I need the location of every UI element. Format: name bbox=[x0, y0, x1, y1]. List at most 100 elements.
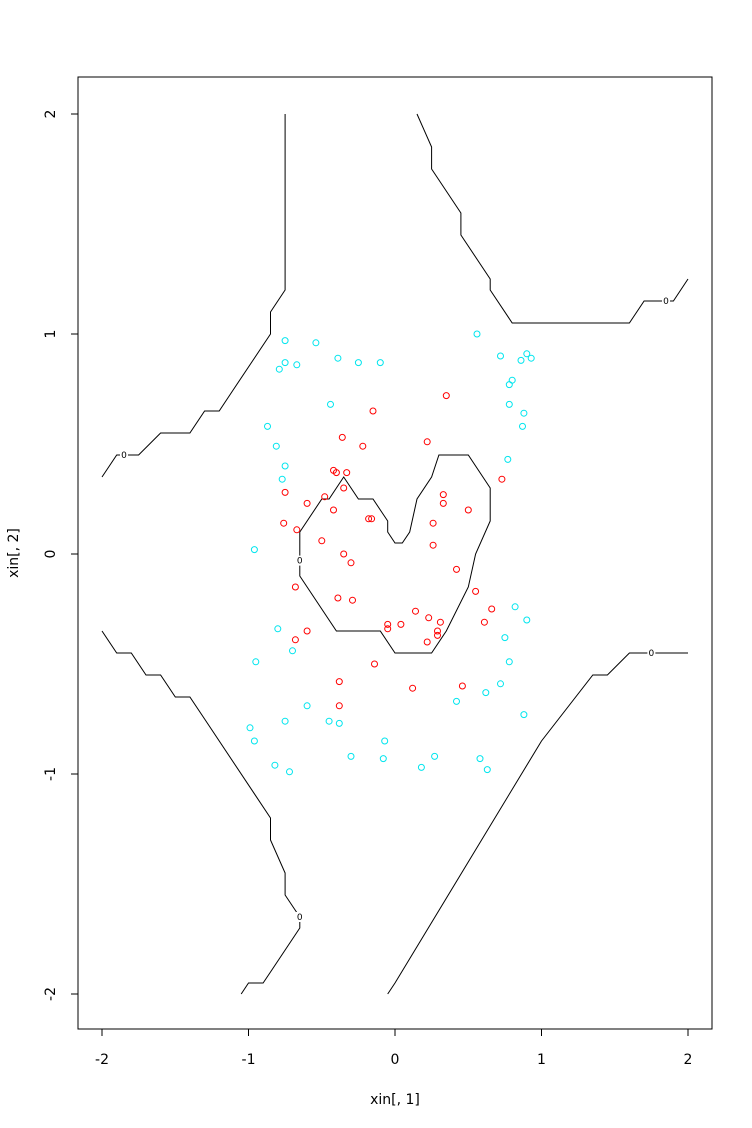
contour-label-bg bbox=[295, 912, 304, 922]
data-point bbox=[434, 627, 441, 635]
contour-label-bg bbox=[662, 296, 671, 306]
data-point bbox=[250, 546, 258, 554]
data-point bbox=[519, 422, 526, 430]
data-point bbox=[281, 488, 289, 496]
data-point bbox=[429, 541, 437, 549]
data-point bbox=[425, 614, 433, 622]
data-point bbox=[436, 618, 444, 626]
data-point bbox=[327, 400, 334, 408]
contour-label-bg bbox=[119, 450, 128, 460]
data-point bbox=[497, 680, 504, 688]
data-point bbox=[291, 636, 299, 644]
x-tick-label: 2 bbox=[684, 1052, 693, 1068]
data-point bbox=[520, 409, 528, 417]
data-point bbox=[303, 702, 311, 710]
data-point bbox=[505, 400, 513, 408]
data-point bbox=[365, 515, 373, 523]
data-point bbox=[312, 339, 320, 347]
data-point bbox=[343, 469, 351, 477]
y-tick-label: -2 bbox=[43, 987, 59, 1001]
plot-frame bbox=[77, 76, 713, 1030]
data-point bbox=[349, 596, 356, 604]
data-point bbox=[498, 475, 506, 483]
contour-line bbox=[299, 454, 491, 654]
contour-label-bg bbox=[647, 648, 656, 658]
data-point bbox=[431, 752, 439, 760]
contour-level-label: 0 bbox=[663, 297, 669, 307]
data-point bbox=[488, 605, 496, 613]
data-point bbox=[381, 737, 389, 745]
data-point bbox=[272, 442, 280, 450]
x-axis-title: xin[, 1] bbox=[370, 1092, 420, 1108]
data-point bbox=[278, 475, 286, 483]
data-point bbox=[293, 526, 301, 534]
data-point bbox=[476, 755, 484, 763]
contour-label-bg bbox=[295, 555, 304, 566]
data-point bbox=[252, 658, 260, 666]
y-axis: -2 -1 0 1 2 bbox=[43, 110, 79, 1001]
data-point bbox=[439, 491, 447, 499]
data-point bbox=[335, 678, 343, 686]
data-point bbox=[354, 359, 362, 367]
data-point bbox=[281, 717, 289, 725]
data-point bbox=[330, 506, 337, 514]
data-point bbox=[359, 442, 367, 450]
decision-boundary-contours: 0 0 0 0 0 bbox=[101, 113, 689, 995]
data-point bbox=[332, 469, 340, 477]
data-point bbox=[482, 689, 490, 697]
x-tick-label: -2 bbox=[95, 1052, 109, 1068]
x-tick-label: -1 bbox=[242, 1052, 256, 1068]
y-tick-label: -1 bbox=[43, 767, 59, 781]
data-point bbox=[511, 603, 519, 611]
data-point bbox=[423, 638, 431, 646]
data-point bbox=[397, 620, 405, 628]
data-point bbox=[318, 537, 326, 545]
data-point bbox=[271, 761, 279, 769]
data-point bbox=[250, 737, 258, 745]
contour-line bbox=[416, 113, 689, 324]
data-point bbox=[501, 634, 509, 642]
data-point bbox=[505, 658, 513, 666]
data-point bbox=[497, 352, 504, 360]
contour-line bbox=[387, 652, 688, 995]
data-point bbox=[334, 354, 342, 362]
data-point bbox=[286, 768, 293, 776]
data-point bbox=[335, 702, 343, 710]
data-point bbox=[281, 337, 289, 345]
data-point bbox=[321, 493, 329, 501]
data-point bbox=[275, 365, 283, 373]
data-point bbox=[417, 763, 425, 771]
data-point bbox=[379, 755, 387, 763]
contour-line bbox=[101, 630, 301, 995]
data-point bbox=[520, 711, 528, 719]
data-point bbox=[281, 359, 289, 367]
data-point bbox=[523, 350, 531, 358]
data-point bbox=[291, 583, 299, 591]
x-tick-label: 1 bbox=[537, 1052, 546, 1068]
data-point bbox=[334, 594, 342, 602]
data-point bbox=[464, 506, 472, 514]
data-point bbox=[274, 625, 282, 633]
data-point bbox=[340, 484, 348, 492]
data-point bbox=[409, 684, 417, 692]
data-point bbox=[458, 682, 466, 690]
y-axis-title: xin[, 2] bbox=[6, 528, 22, 578]
data-point bbox=[453, 697, 460, 705]
contour-line bbox=[101, 114, 286, 478]
data-point bbox=[439, 499, 447, 507]
contour-level-label: 0 bbox=[121, 451, 127, 461]
data-point bbox=[376, 359, 384, 367]
data-point bbox=[517, 356, 525, 364]
data-point bbox=[371, 660, 378, 668]
y-tick-label: 2 bbox=[43, 110, 59, 119]
contour-level-label: 0 bbox=[649, 649, 655, 659]
data-point bbox=[368, 515, 376, 523]
data-point bbox=[246, 724, 254, 732]
data-point bbox=[340, 550, 348, 558]
data-point bbox=[264, 422, 271, 430]
data-point bbox=[527, 354, 535, 362]
data-point bbox=[347, 559, 355, 567]
data-point bbox=[335, 719, 343, 727]
data-point bbox=[423, 438, 431, 446]
